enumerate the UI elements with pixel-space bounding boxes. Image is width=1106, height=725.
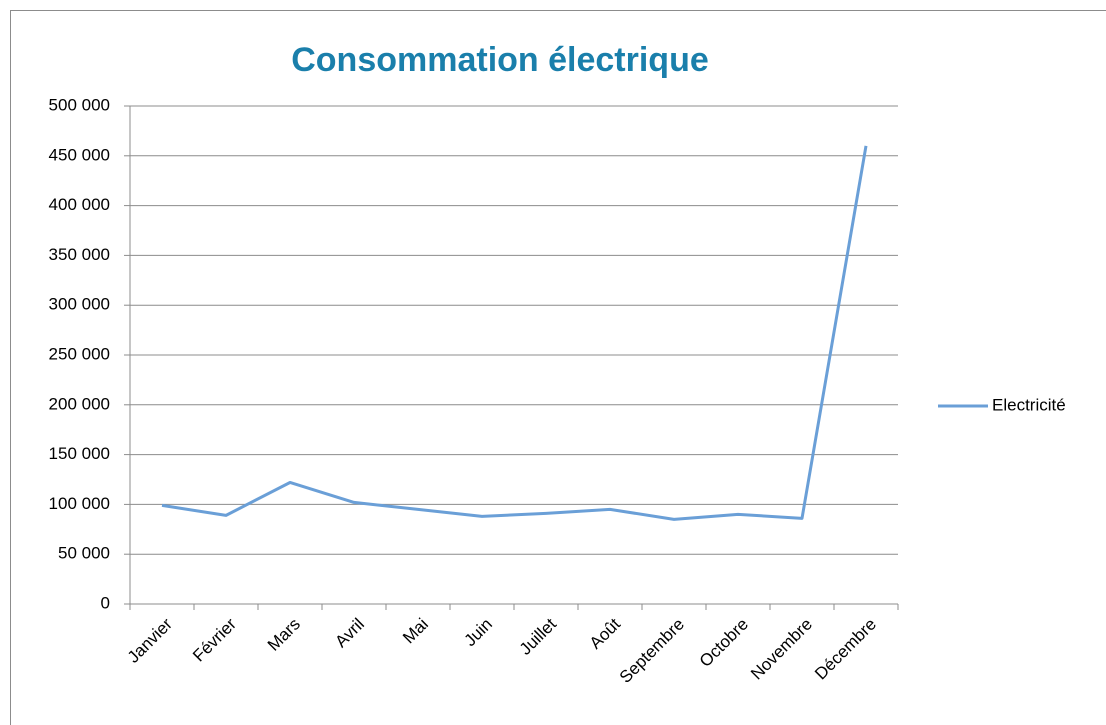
y-tick-label: 400 000 (49, 195, 110, 214)
y-tick-label: 0 (101, 593, 110, 612)
y-tick-label: 300 000 (49, 295, 110, 314)
x-tick-label: Février (189, 614, 240, 665)
x-tick-label: Avril (331, 615, 368, 652)
y-tick-label: 200 000 (49, 394, 110, 413)
y-tick-label: 100 000 (49, 494, 110, 513)
x-tick-label: Octobre (696, 615, 752, 671)
y-tick-label: 350 000 (49, 245, 110, 264)
y-tick-label: 250 000 (49, 344, 110, 363)
y-tick-label: 150 000 (49, 444, 110, 463)
x-tick-label: Août (586, 614, 624, 652)
x-tick-label: Mai (399, 615, 432, 648)
y-tick-label: 500 000 (49, 95, 110, 114)
x-tick-label: Janvier (124, 614, 176, 666)
x-tick-label: Décembre (811, 615, 880, 684)
x-tick-label: Juillet (516, 614, 560, 658)
y-tick-label: 450 000 (49, 145, 110, 164)
y-tick-label: 50 000 (58, 544, 110, 563)
legend-label: Electricité (992, 395, 1066, 414)
x-tick-label: Novembre (747, 615, 816, 684)
x-tick-label: Septembre (616, 615, 688, 687)
x-tick-label: Juin (461, 615, 496, 650)
x-tick-label: Mars (264, 615, 304, 655)
chart-border (10, 10, 1106, 725)
chart-title: Consommation électrique (291, 41, 709, 79)
series-line (161, 145, 868, 521)
